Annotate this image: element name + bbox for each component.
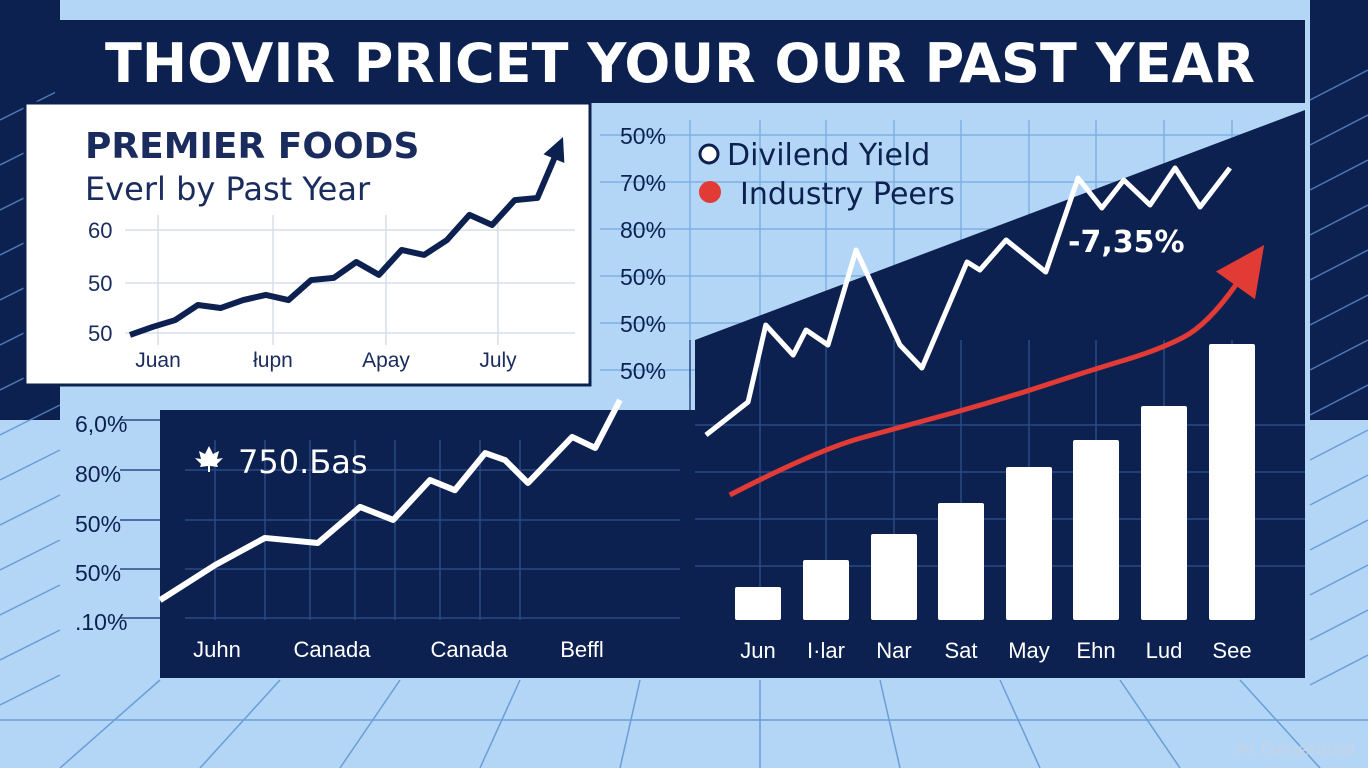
y-tick-label: 50% (620, 123, 666, 149)
bg-line (1309, 159, 1368, 191)
x-tick-label: Ehn (1076, 638, 1115, 663)
x-tick-label: Beffl (560, 637, 604, 662)
legend-label-peers: Industry Peers (740, 177, 955, 212)
bg-line (1309, 564, 1368, 596)
x-tick-label: I·lar (807, 638, 845, 663)
bg-line (1239, 679, 1321, 768)
bg-line (1309, 384, 1368, 416)
y-tick-label: 60 (88, 218, 112, 243)
x-tick-label: Sat (944, 638, 977, 663)
arrow-head-icon (543, 137, 565, 164)
bar (871, 534, 917, 620)
y-tick-label: 50% (75, 560, 121, 586)
y-tick-label: 6,0% (75, 411, 127, 437)
legend-marker-peers (699, 181, 721, 203)
bg-line (0, 494, 61, 526)
bg-line (0, 539, 61, 571)
bg-line (1309, 114, 1368, 146)
bg-line (0, 404, 61, 436)
title-banner (55, 20, 1305, 103)
bg-line (1309, 339, 1368, 371)
bar (1073, 440, 1119, 620)
bg-line (199, 679, 281, 768)
y-tick-label: 50% (620, 358, 666, 384)
premier-foods-card: PREMIER FOODS Everl by Past Year 605050 … (23, 101, 592, 387)
x-tick-label: Apay (362, 349, 410, 372)
price-line (158, 398, 623, 603)
bg-line (999, 679, 1041, 768)
y-tick-label: 80% (75, 461, 121, 487)
bg-line (1309, 69, 1368, 101)
value-annotation: 750.Бas (238, 443, 367, 481)
x-tick-label: July (479, 349, 517, 372)
y-tick-label: 50 (88, 271, 112, 296)
x-tick-label: Canada (293, 637, 371, 662)
bg-line (0, 449, 61, 481)
bg-line (1309, 609, 1368, 641)
x-tick-label: Nar (876, 638, 911, 663)
x-tick-label: Canada (430, 637, 508, 662)
legend-label-dividend: Divilend Yield (727, 138, 930, 173)
bg-line (1309, 654, 1368, 686)
bg-line (0, 674, 61, 706)
legend: Divilend Yield Industry Peers (698, 138, 955, 212)
bg-line (879, 679, 901, 768)
dividend-chart: 50% 70% 80% 50% 50% 50% Jun I·lar Nar Sat May Ehn L… (600, 110, 1305, 678)
bg-line (479, 679, 521, 768)
bg-line (1309, 429, 1368, 461)
bg-line (619, 679, 641, 768)
y-tick-label: .10% (75, 609, 127, 635)
bar (938, 503, 984, 620)
bg-line (339, 679, 401, 768)
dividend-yield-line (704, 165, 1232, 437)
y-tick-label: 50 (88, 321, 112, 346)
bg-line (0, 629, 61, 661)
bg-line (59, 679, 161, 768)
arrow-head-icon (1215, 245, 1265, 300)
card-title: PREMIER FOODS (85, 126, 419, 167)
y-tick-label: 50% (620, 311, 666, 337)
bg-line (1309, 474, 1368, 506)
bg-line (1309, 294, 1368, 326)
card-subtitle: Everl by Past Year (85, 170, 371, 208)
bar (735, 587, 781, 620)
y-tick-label: 50% (75, 511, 121, 537)
x-tick-label: Juhn (193, 637, 241, 662)
bar (1141, 406, 1187, 620)
watermark: AI Generated (1236, 739, 1355, 761)
bg-line (1309, 249, 1368, 281)
bar (1006, 467, 1052, 620)
x-tick-label: Lud (1146, 638, 1183, 663)
y-tick-label: 80% (620, 217, 666, 243)
x-tick-label: May (1008, 638, 1050, 663)
y-tick-label: 70% (620, 170, 666, 196)
bg-line (1309, 519, 1368, 551)
bg-line (0, 584, 61, 616)
page-title: THOVIR PRICET YOUR OUR PAST YEAR (105, 32, 1255, 95)
canada-chart: 6,0%80%50%50%.10% Juhn Canada Canada Beffl … (75, 398, 695, 678)
price-line (129, 143, 563, 338)
y-tick-label: 50% (620, 264, 666, 290)
x-tick-label: Juan (135, 349, 181, 372)
industry-peers-line (728, 261, 1254, 498)
bar (803, 560, 849, 620)
legend-marker-dividend (698, 143, 720, 165)
maple-leaf-icon (195, 446, 223, 472)
change-annotation: -7,35% (1068, 225, 1185, 260)
bar (1209, 344, 1255, 620)
x-tick-label: łupn (253, 349, 293, 372)
bg-line (1119, 679, 1181, 768)
bg-line (1309, 204, 1368, 236)
x-tick-label: Jun (740, 638, 775, 663)
x-tick-label: See (1212, 638, 1251, 663)
